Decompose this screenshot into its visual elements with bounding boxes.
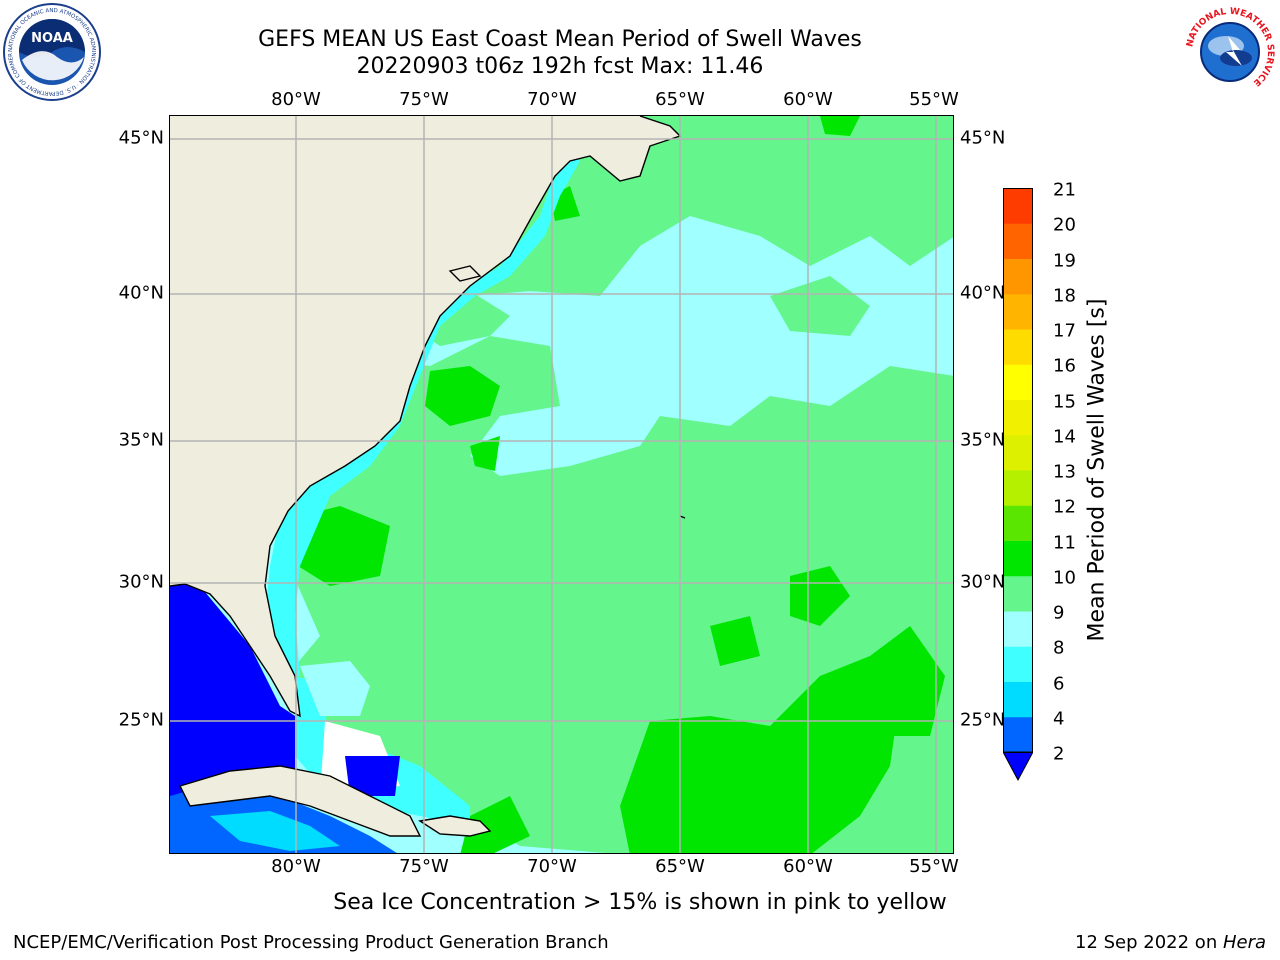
colorbar-band (1003, 258, 1033, 295)
lon-tick-bottom: 60°W (783, 856, 833, 877)
colorbar-band (1003, 188, 1033, 224)
lon-tick-bottom: 55°W (909, 856, 959, 877)
colorbar-band (1003, 505, 1033, 541)
noaa-logo: NATIONAL OCEANIC AND ATMOSPHERIC ADMINIS… (2, 2, 101, 101)
graticule (170, 116, 953, 853)
colorbar-band (1003, 681, 1033, 718)
colorbar-tick-label: 4 (1053, 708, 1065, 730)
colorbar-tick-label: 8 (1053, 637, 1065, 659)
chart-subtitle: 20220903 t06z 192h fcst Max: 11.46 (356, 54, 764, 79)
land-areas (170, 116, 680, 836)
colorbar-outline (1003, 188, 1033, 753)
sea-ice-footnote: Sea Ice Concentration > 15% is shown in … (333, 890, 947, 915)
colorbar-band (1003, 540, 1033, 577)
colorbar-tick-label: 10 (1053, 567, 1076, 589)
lon-tick-bottom: 65°W (655, 856, 705, 877)
lat-tick-right: 40°N (960, 282, 1006, 304)
lat-tick-left: 30°N (118, 571, 164, 593)
lon-tick-bottom: 80°W (271, 856, 321, 877)
colorbar (1003, 188, 1033, 782)
svg-text:NOAA: NOAA (31, 31, 73, 46)
colorbar-tick-label: 20 (1053, 214, 1076, 236)
colorbar-band (1003, 470, 1033, 506)
colorbar-tick-label: 15 (1053, 391, 1076, 412)
colorbar-band (1003, 293, 1033, 330)
colorbar-band (1003, 611, 1033, 647)
lat-tick-left: 40°N (118, 282, 164, 304)
lon-tick-bottom: 70°W (527, 856, 577, 877)
colorbar-band (1003, 434, 1033, 471)
lat-tick-right: 45°N (960, 127, 1006, 149)
colorbar-tick-label: 17 (1053, 320, 1076, 342)
colorbar-tick-label: 14 (1053, 426, 1076, 448)
lat-tick-left: 25°N (118, 709, 164, 731)
ocean-10-11s (298, 116, 945, 853)
colorbar-tick-label: 9 (1053, 602, 1065, 624)
lat-tick-right: 30°N (960, 571, 1006, 593)
colorbar-tick-label: 21 (1053, 179, 1076, 201)
colorbar-tick-label: 6 (1053, 673, 1065, 694)
colorbar-band (1003, 399, 1033, 436)
colorbar-band (1003, 329, 1033, 365)
producer-credit: NCEP/EMC/Verification Post Processing Pr… (13, 932, 609, 953)
nws-logo: NATIONAL WEATHER SERVICE (1182, 4, 1278, 100)
colorbar-tick-label: 19 (1053, 250, 1076, 271)
colorbar-tick-label: 13 (1053, 461, 1076, 483)
lon-tick-top: 60°W (783, 89, 833, 110)
lon-tick-top: 80°W (271, 89, 321, 110)
chart-title: GEFS MEAN US East Coast Mean Period of S… (258, 27, 862, 52)
lon-tick-top: 75°W (399, 89, 449, 110)
lon-tick-top: 70°W (527, 89, 577, 110)
colorbar-under-arrow (1003, 751, 1033, 782)
colorbar-tick-label: 12 (1053, 496, 1076, 518)
lat-tick-left: 35°N (118, 429, 164, 451)
colorbar-tick-label: 11 (1053, 532, 1076, 553)
lon-tick-top: 55°W (909, 89, 959, 110)
colorbar-tick-label: 16 (1053, 355, 1076, 377)
swell-period-map (170, 116, 953, 853)
lat-tick-right: 25°N (960, 709, 1006, 731)
colorbar-tick-label: 2 (1053, 743, 1065, 765)
colorbar-title: Mean Period of Swell Waves [s] (1084, 298, 1110, 642)
colorbar-band (1003, 646, 1033, 682)
lon-tick-top: 65°W (655, 89, 705, 110)
colorbar-band (1003, 716, 1033, 753)
lat-tick-right: 35°N (960, 429, 1006, 451)
coastlines (170, 116, 686, 837)
run-date-credit: 12 Sep 2022 on Hera (1075, 932, 1266, 953)
colorbar-band (1003, 575, 1033, 612)
colorbar-band (1003, 364, 1033, 400)
map-panel (169, 115, 954, 854)
lat-tick-left: 45°N (118, 127, 164, 149)
lon-tick-bottom: 75°W (399, 856, 449, 877)
colorbar-band (1003, 223, 1033, 259)
colorbar-tick-label: 18 (1053, 285, 1076, 307)
